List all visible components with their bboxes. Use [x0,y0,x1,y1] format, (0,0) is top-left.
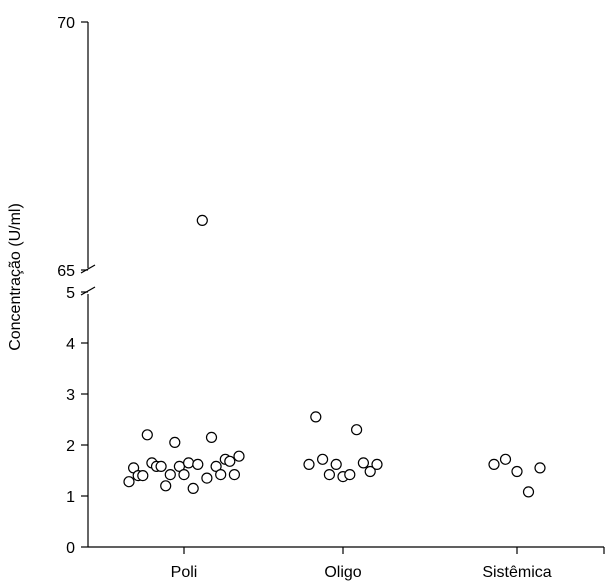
x-tick-label: Sistêmica [482,564,551,581]
data-point [488,458,500,470]
axis-break-mark [80,264,96,274]
y-tick-label: 3 [66,387,75,404]
data-point [310,411,322,423]
data-point [511,465,523,478]
data-points [123,214,546,498]
data-point [137,470,149,482]
data-point [123,476,135,488]
data-point [228,469,240,481]
data-point [224,455,236,467]
y-tick-label: 1 [66,489,75,506]
data-point [364,465,376,478]
x-tick-label: Poli [171,564,198,581]
data-point [534,462,546,474]
data-point [233,450,245,462]
axis-break-mark [80,286,96,296]
data-point [215,469,227,481]
y-tick-label: 0 [66,540,75,557]
data-point [303,458,315,470]
data-point [330,458,342,470]
data-point [141,429,153,441]
data-point [169,436,181,448]
y-tick-label: 5 [66,285,75,302]
data-point [344,469,356,481]
data-point [192,458,204,470]
axes: 0 1 2 3 4 5 65 70 Poli Oligo Sistêmica [57,15,605,581]
x-tick-label: Oligo [324,564,361,581]
data-point [371,458,383,470]
data-point [201,472,213,484]
y-tick-label: 70 [57,15,75,32]
data-point [164,469,176,481]
data-point [205,431,218,443]
data-point [183,457,195,469]
data-point [499,453,512,465]
data-point [317,453,329,465]
data-point [196,214,208,226]
data-point [178,469,190,481]
data-point [160,480,172,492]
data-point [187,482,199,494]
data-point [351,424,363,436]
y-tick-label: 2 [66,438,75,455]
data-point [155,460,167,472]
data-point [210,460,222,472]
y-axis-title: Concentração (U/ml) [7,203,24,351]
data-point [522,486,535,498]
y-tick-label: 4 [66,336,75,353]
data-point [323,469,335,481]
y-tick-label: 65 [57,263,75,280]
data-point [357,457,369,469]
